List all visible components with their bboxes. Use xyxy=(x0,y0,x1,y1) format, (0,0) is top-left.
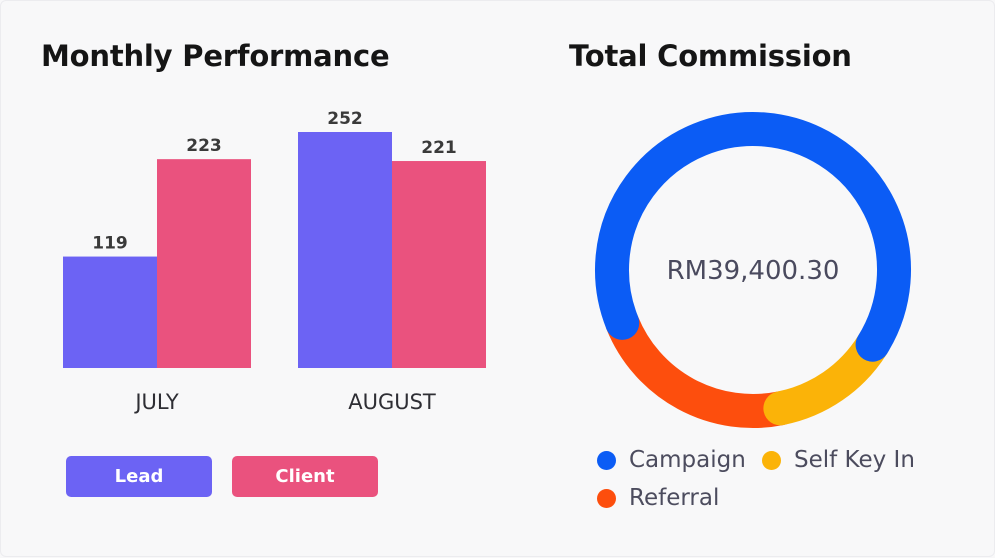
category-label-july: JULY xyxy=(133,390,178,414)
bar-lead-july[interactable] xyxy=(63,256,157,368)
legend-label-self-key-in: Self Key In xyxy=(794,447,915,473)
legend-item-referral[interactable]: Referral xyxy=(597,485,719,511)
data-label-client-august: 221 xyxy=(421,138,457,158)
bar-lead-august[interactable] xyxy=(298,132,392,368)
legend-dot-campaign xyxy=(597,450,616,470)
legend-lead-button[interactable]: Lead xyxy=(66,456,212,497)
data-label-client-july: 223 xyxy=(186,136,222,156)
bar-chart-title: Monthly Performance xyxy=(41,39,390,73)
category-label-august: AUGUST xyxy=(348,390,436,414)
data-label-lead-july: 119 xyxy=(92,234,128,254)
donut-slice-referral[interactable] xyxy=(605,305,798,428)
bar-client-july[interactable] xyxy=(157,159,251,368)
legend-dot-self-key-in xyxy=(762,450,781,470)
total-commission-value: RM39,400.30 xyxy=(667,256,840,286)
data-label-lead-august: 252 xyxy=(327,109,363,129)
legend-item-campaign[interactable]: Campaign xyxy=(597,447,746,473)
legend-label-campaign: Campaign xyxy=(629,447,746,473)
legend-label-referral: Referral xyxy=(629,485,720,511)
bar-client-august[interactable] xyxy=(392,161,486,368)
donut-chart-title: Total Commission xyxy=(569,39,852,73)
donut-slice-campaign[interactable] xyxy=(595,112,911,362)
legend-item-self-key-in[interactable]: Self Key In xyxy=(762,447,915,473)
legend-client-button[interactable]: Client xyxy=(232,456,378,497)
legend-dot-referral xyxy=(597,488,616,508)
